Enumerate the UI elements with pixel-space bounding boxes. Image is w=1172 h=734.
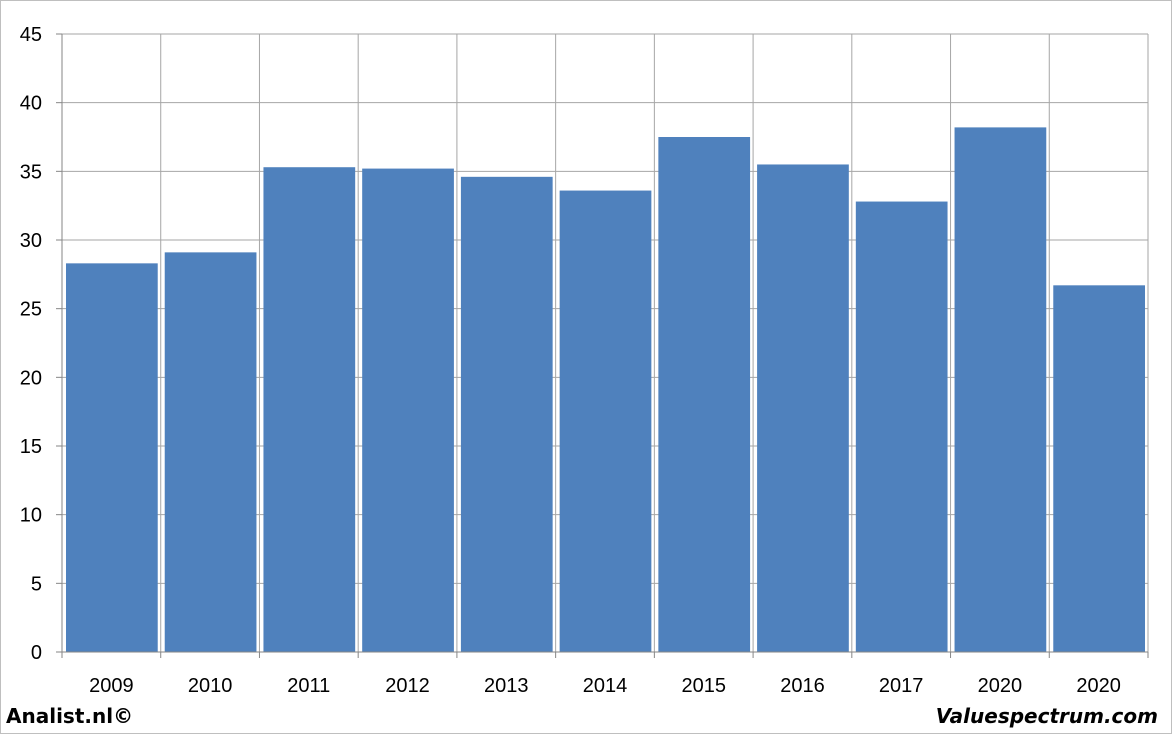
bar-2011: [263, 167, 356, 653]
y-tick-label: 10: [20, 505, 42, 527]
y-tick-label: 5: [31, 573, 42, 595]
y-tick-label: 0: [31, 642, 42, 664]
y-tick-label: 15: [20, 436, 42, 458]
x-tick-label: 2009: [89, 675, 134, 697]
y-tick-label: 30: [20, 230, 42, 252]
bar-2010: [164, 252, 257, 653]
bar-2017: [855, 201, 948, 652]
bar-2016: [757, 164, 849, 652]
y-tick-label: 35: [20, 161, 42, 183]
bar-2014: [559, 190, 652, 652]
bar-2020: [954, 127, 1047, 653]
bar-2020: [1053, 285, 1145, 652]
y-tick-label: 25: [20, 299, 42, 321]
bars: [66, 127, 1145, 653]
analist-watermark: Analist.nl©: [6, 704, 134, 728]
x-tick-label: 2014: [583, 675, 628, 697]
y-tick-labels: 0 5 10 15 20 25 30 35 40 45: [20, 24, 42, 664]
x-tick-label: 2016: [780, 675, 825, 697]
y-tick-label: 45: [20, 24, 42, 46]
axes: [56, 33, 1149, 658]
x-tick-label: 2015: [681, 675, 726, 697]
x-tick-label: 2020: [978, 675, 1023, 697]
x-tick-label: 2013: [484, 675, 529, 697]
x-tick-labels: 2009 2010 2011 2012 2013 2014 2015 2016 2017 2020…: [89, 675, 1121, 697]
bar-2012: [362, 168, 454, 652]
bar-2015: [658, 137, 751, 652]
bar-2013: [460, 176, 553, 652]
valuespectrum-watermark: Valuespectrum.com: [935, 704, 1158, 728]
x-tick-label: 2017: [879, 675, 924, 697]
x-tick-label: 2011: [287, 675, 330, 697]
x-tick-label: 2010: [188, 675, 233, 697]
y-tick-label: 40: [20, 93, 42, 115]
x-tick-label: 2012: [385, 675, 430, 697]
y-tick-label: 20: [20, 367, 42, 389]
x-tick-label: 2020: [1076, 675, 1121, 697]
bar-2009: [66, 263, 158, 652]
